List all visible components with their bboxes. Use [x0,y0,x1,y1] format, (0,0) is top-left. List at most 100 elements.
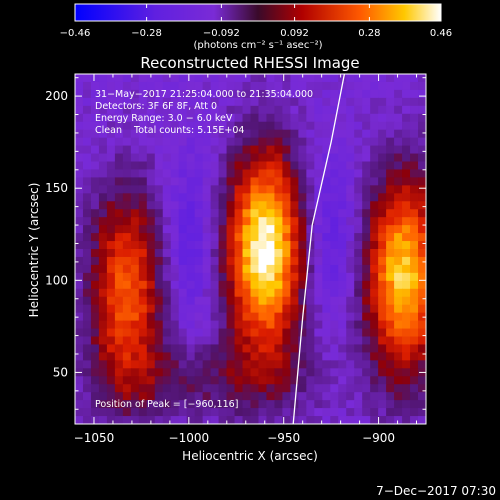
heatmap-pixel [106,352,116,361]
heatmap-pixel [370,129,379,139]
heatmap-pixel [266,296,276,306]
heatmap-pixel [394,233,403,242]
heatmap-pixel [322,400,331,409]
heatmap-pixel [170,272,180,282]
heatmap-pixel [282,81,291,91]
heatmap-pixel [226,280,236,290]
heatmap-pixel [338,384,347,393]
heatmap-pixel [234,201,244,210]
heatmap-pixel [378,249,387,258]
heatmap-pixel [314,105,323,115]
heatmap-pixel [154,296,164,306]
heatmap-pixel [290,177,299,186]
heatmap-pixel [378,105,387,115]
heatmap-pixel [354,296,363,306]
heatmap-pixel [370,97,379,107]
heatmap-pixel [178,272,188,282]
heatmap-pixel [218,201,228,210]
heatmap-pixel [106,241,116,250]
heatmap-pixel [98,264,108,274]
heatmap-pixel [98,384,108,393]
heatmap-pixel [210,97,220,107]
heatmap-pixel [114,129,124,139]
heatmap-pixel [210,328,220,338]
heatmap-pixel [418,97,426,107]
heatmap-pixel [82,304,92,314]
heatmap-pixel [130,74,140,83]
heatmap-pixel [130,360,140,369]
heatmap-pixel [250,360,260,369]
heatmap-pixel [386,233,395,242]
heatmap-pixel [402,256,411,266]
heatmap-pixel [338,312,347,322]
heatmap-pixel [138,256,148,266]
heatmap-pixel [266,376,276,385]
heatmap-pixel [234,241,244,250]
heatmap-pixel [330,384,339,393]
heatmap-pixel [282,344,291,353]
heatmap-pixel [410,288,419,298]
heatmap-pixel [362,113,371,123]
heatmap-pixel [322,161,331,171]
heatmap-pixel [362,217,371,226]
heatmap-pixel [338,368,347,377]
heatmap-pixel [90,264,100,274]
heatmap-pixel [250,74,260,83]
heatmap-pixel [322,121,331,131]
heatmap-pixel [370,137,379,147]
heatmap-pixel [322,352,331,361]
heatmap-pixel [186,185,196,194]
heatmap-pixel [386,161,395,171]
heatmap-pixel [210,169,220,178]
heatmap-pixel [146,233,156,242]
heatmap-pixel [314,145,323,155]
heatmap-pixel [242,105,252,115]
heatmap-pixel [90,360,100,369]
heatmap-pixel [210,137,220,147]
heatmap-pixel [90,74,100,83]
heatmap-pixel [258,153,268,163]
heatmap-pixel [298,89,307,99]
heatmap-pixel [346,304,355,314]
heatmap-pixel [298,249,307,258]
y-tick-label: 50 [53,365,68,379]
heatmap-pixel [186,336,196,346]
heatmap-pixel [258,113,268,123]
heatmap-pixel [194,193,204,202]
heatmap-pixel [210,384,220,393]
heatmap-pixel [266,225,276,234]
heatmap-pixel [210,121,220,131]
heatmap-pixel [210,264,220,274]
heatmap-pixel [186,169,196,178]
heatmap-pixel [146,193,156,202]
heatmap-pixel [378,74,387,83]
heatmap-pixel [330,400,339,409]
heatmap-pixel [266,312,276,322]
heatmap-pixel [138,368,148,377]
heatmap-pixel [370,177,379,186]
heatmap-pixel [274,408,284,417]
heatmap-pixel [162,400,172,409]
heatmap-pixel [402,153,411,163]
heatmap-pixel [298,384,307,393]
heatmap-pixel [130,145,140,155]
heatmap-pixel [75,97,84,107]
heatmap-pixel [386,416,395,424]
heatmap-pixel [298,193,307,202]
heatmap-pixel [210,320,220,330]
heatmap-pixel [178,304,188,314]
heatmap-pixel [178,256,188,266]
heatmap-pixel [354,256,363,266]
heatmap-pixel [290,105,299,115]
heatmap-pixel [410,336,419,346]
heatmap-pixel [114,225,124,234]
heatmap-pixel [258,225,268,234]
heatmap-pixel [298,81,307,91]
heatmap-pixel [202,89,212,99]
heatmap-pixel [130,416,140,424]
heatmap-pixel [354,145,363,155]
heatmap-pixel [82,344,92,353]
heatmap-pixel [202,153,212,163]
heatmap-pixel [394,161,403,171]
heatmap-pixel [314,169,323,178]
